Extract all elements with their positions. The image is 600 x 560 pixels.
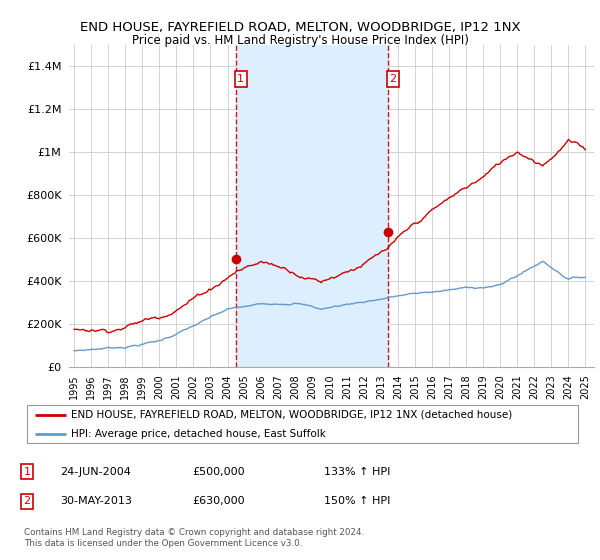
Text: 2: 2 — [23, 496, 31, 506]
Text: 1: 1 — [238, 74, 244, 84]
Text: £630,000: £630,000 — [192, 496, 245, 506]
Text: 2: 2 — [389, 74, 397, 84]
FancyBboxPatch shape — [27, 405, 578, 443]
Text: HPI: Average price, detached house, East Suffolk: HPI: Average price, detached house, East… — [71, 429, 326, 439]
Text: 150% ↑ HPI: 150% ↑ HPI — [324, 496, 391, 506]
Text: 24-JUN-2004: 24-JUN-2004 — [60, 466, 131, 477]
Text: 1: 1 — [23, 466, 31, 477]
Text: Price paid vs. HM Land Registry's House Price Index (HPI): Price paid vs. HM Land Registry's House … — [131, 34, 469, 46]
Text: END HOUSE, FAYREFIELD ROAD, MELTON, WOODBRIDGE, IP12 1NX (detached house): END HOUSE, FAYREFIELD ROAD, MELTON, WOOD… — [71, 409, 512, 419]
Text: 133% ↑ HPI: 133% ↑ HPI — [324, 466, 391, 477]
Text: END HOUSE, FAYREFIELD ROAD, MELTON, WOODBRIDGE, IP12 1NX: END HOUSE, FAYREFIELD ROAD, MELTON, WOOD… — [80, 21, 520, 34]
Text: £500,000: £500,000 — [192, 466, 245, 477]
Text: 30-MAY-2013: 30-MAY-2013 — [60, 496, 132, 506]
Bar — [236, 45, 388, 367]
Text: Contains HM Land Registry data © Crown copyright and database right 2024.
This d: Contains HM Land Registry data © Crown c… — [24, 528, 364, 548]
